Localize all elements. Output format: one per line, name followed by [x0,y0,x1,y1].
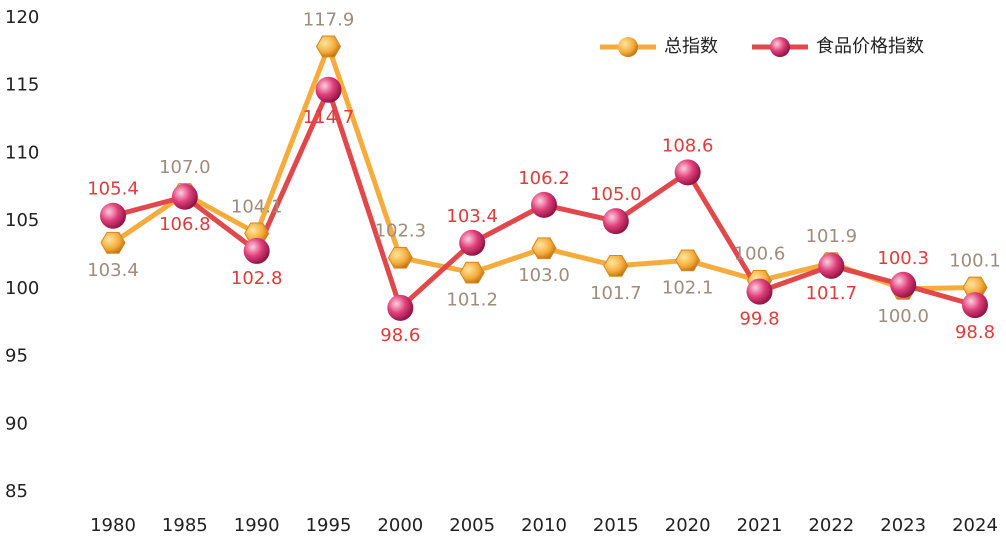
marker [315,76,342,103]
x-tick-label: 2021 [737,515,783,536]
data-label: 103.4 [87,260,139,281]
marker [675,249,701,272]
marker [603,254,629,277]
data-label: 101.2 [446,290,498,311]
y-tick-label: 105 [5,210,39,231]
x-tick-label: 2015 [593,515,639,536]
data-label: 117.9 [303,9,355,30]
data-label: 103.4 [446,206,498,227]
marker [531,237,557,260]
y-tick-label: 90 [5,413,28,434]
marker [387,246,413,269]
y-tick-label: 120 [5,7,39,28]
data-label: 98.8 [955,322,995,343]
legend-label: 食品价格指数 [816,36,924,57]
marker [962,292,988,319]
data-label: 102.3 [375,221,427,242]
y-tick-label: 85 [5,481,28,502]
marker [602,208,629,235]
marker [100,231,126,254]
marker [818,252,845,279]
marker [100,202,126,229]
data-label: 102.8 [231,268,283,289]
x-tick-label: 1980 [90,515,136,536]
x-tick-label: 2000 [377,515,423,536]
data-label: 100.6 [734,244,786,265]
data-label: 106.2 [518,168,570,189]
y-tick-label: 115 [5,75,39,96]
data-label: 101.7 [806,283,858,304]
marker [531,191,557,218]
x-tick-label: 2023 [880,515,926,536]
legend-marker [618,37,638,57]
data-label: 100.0 [877,306,929,327]
marker [387,294,414,321]
x-tick-label: 1995 [306,515,352,536]
data-label: 103.0 [518,265,570,286]
marker [674,159,701,186]
data-label: 102.1 [662,277,714,298]
legend-label: 总指数 [664,36,718,57]
marker [459,229,486,256]
x-tick-label: 1990 [234,515,280,536]
data-label: 98.6 [380,325,420,346]
marker [746,278,773,305]
x-tick-label: 1985 [162,515,208,536]
marker [243,237,270,264]
data-label: 107.0 [159,157,211,178]
y-tick-label: 100 [5,278,39,299]
marker [171,183,198,210]
y-tick-label: 95 [5,346,28,367]
data-label: 106.8 [159,214,211,235]
x-tick-label: 2005 [449,515,495,536]
data-label: 105.0 [590,184,642,205]
marker [315,35,342,58]
legend-marker [770,37,790,57]
data-label: 105.4 [87,179,139,200]
data-label: 99.8 [739,309,779,330]
data-label: 104.1 [231,196,283,217]
x-tick-label: 2010 [521,515,567,536]
data-label: 101.9 [806,226,858,247]
x-tick-label: 2020 [665,515,711,536]
marker [890,271,917,298]
data-label: 100.3 [877,248,929,269]
x-tick-label: 2024 [952,515,998,536]
data-label: 108.6 [662,135,714,156]
x-tick-label: 2022 [808,515,854,536]
data-label: 100.1 [949,251,1001,272]
data-label: 101.7 [590,283,642,304]
data-label: 114.7 [303,107,355,128]
y-tick-label: 110 [5,142,39,163]
marker [459,261,485,284]
